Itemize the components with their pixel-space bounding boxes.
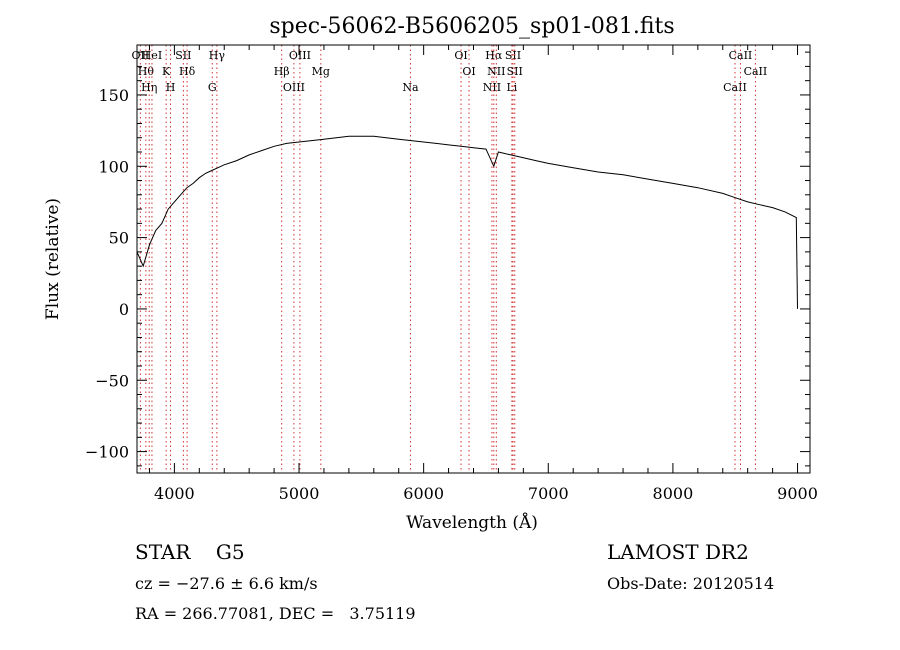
- survey-name: LAMOST DR2: [607, 540, 749, 564]
- spectral-line-label: Na: [402, 81, 419, 94]
- spectral-line-label: CaII: [729, 49, 753, 62]
- y-tick-label: 50: [109, 229, 129, 248]
- ra-dec: RA = 266.77081, DEC = 3.75119: [135, 604, 416, 623]
- y-tick-label: −50: [95, 371, 129, 390]
- x-tick-label: 5000: [279, 484, 320, 503]
- chart-title: spec-56062-B5606205_sp01-081.fits: [269, 14, 674, 39]
- spectral-line-label: NII: [487, 65, 505, 78]
- spectral-line-label: H: [166, 81, 176, 94]
- x-tick-label: 8000: [653, 484, 694, 503]
- spectral-line-label: CaII: [723, 81, 747, 94]
- object-class: STAR G5: [135, 540, 245, 564]
- spectrum-line: [136, 135, 798, 309]
- spectral-line-label: OI: [454, 49, 467, 62]
- spectral-line-label: Hγ: [209, 49, 226, 62]
- y-tick-label: 0: [119, 300, 129, 319]
- spectral-line-annotations: OIIHθHηHeIKHSIIHδGHγHβOIIIOIIIMgNaOIOINI…: [132, 45, 768, 473]
- spectral-line-label: HeI: [142, 49, 162, 62]
- spectral-line-label: K: [162, 65, 171, 78]
- spectral-line-label: OII: [132, 49, 150, 62]
- spectral-line-label: OIII: [283, 81, 305, 94]
- spectral-line-label: Hθ: [138, 65, 155, 78]
- spectral-line-label: Hα: [485, 49, 503, 62]
- y-axis-ticks: −100 −50 0 50 100 150: [85, 51, 810, 467]
- y-tick-label: −100: [85, 443, 129, 462]
- spectral-line-label: SII: [505, 49, 521, 62]
- spectral-line-label: Mg: [312, 65, 330, 78]
- spectral-line-label: NII: [483, 81, 501, 94]
- spectral-line-label: Hβ: [274, 65, 290, 78]
- x-tick-label: 4000: [154, 484, 195, 503]
- redshift-cz: cz = −27.6 ± 6.6 km/s: [135, 574, 318, 593]
- observation-date: Obs-Date: 20120514: [607, 574, 775, 593]
- x-tick-label: 6000: [403, 484, 444, 503]
- spectral-line-label: Hη: [141, 81, 157, 94]
- x-axis-label: Wavelength (Å): [406, 512, 538, 533]
- spectral-line-label: Li: [506, 81, 517, 94]
- x-tick-label: 9000: [777, 484, 818, 503]
- plot-frame: [136, 44, 811, 474]
- y-tick-label: 150: [98, 86, 129, 105]
- x-tick-label: 7000: [528, 484, 569, 503]
- spectral-line-label: SII: [507, 65, 523, 78]
- spectral-line-label: Hδ: [179, 65, 196, 78]
- x-axis-ticks: 4000 5000 6000 7000 8000 9000: [148, 45, 818, 503]
- spectral-line-label: CaII: [744, 65, 768, 78]
- y-axis-label: Flux (relative): [43, 198, 63, 320]
- y-tick-label: 100: [98, 157, 129, 176]
- spectral-line-label: OIII: [289, 49, 311, 62]
- spectral-line-label: G: [208, 81, 217, 94]
- spectral-line-label: SII: [175, 49, 191, 62]
- spectral-line-label: OI: [462, 65, 475, 78]
